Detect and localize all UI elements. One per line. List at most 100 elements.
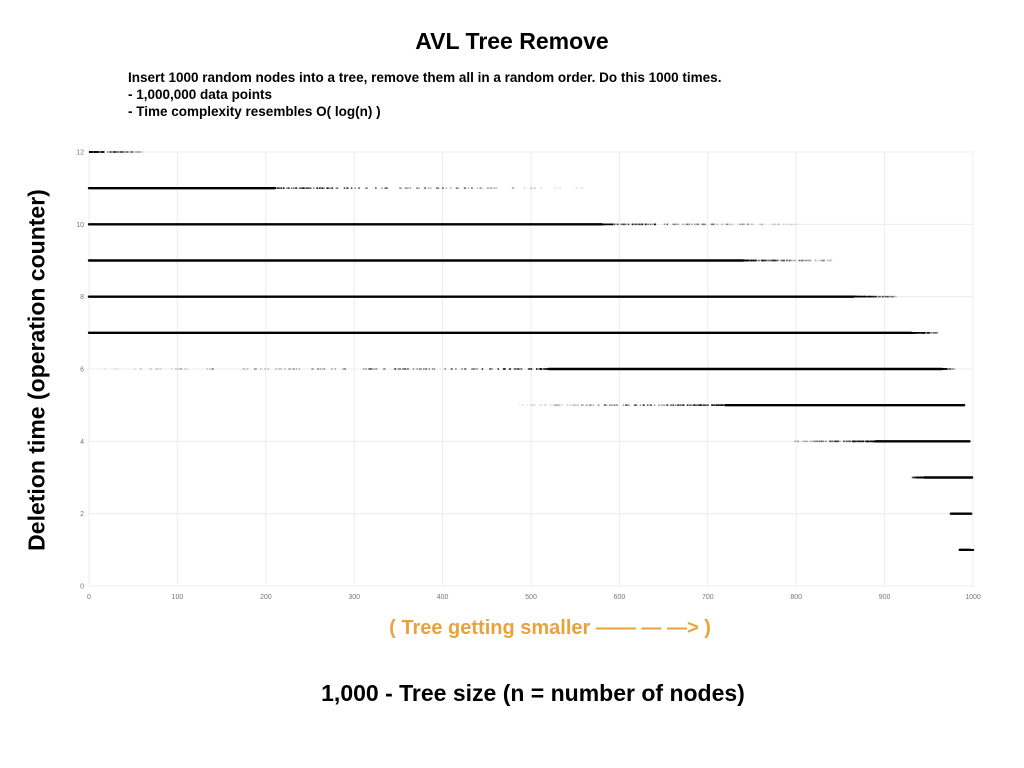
data-point bbox=[698, 404, 701, 406]
data-point bbox=[713, 404, 715, 406]
data-point bbox=[865, 295, 868, 298]
data-point bbox=[751, 259, 754, 262]
data-point bbox=[625, 404, 627, 406]
data-point bbox=[344, 368, 347, 370]
data-point bbox=[479, 187, 482, 189]
data-point bbox=[917, 332, 920, 334]
data-point bbox=[101, 151, 103, 153]
data-point bbox=[607, 223, 609, 226]
data-point bbox=[813, 440, 816, 443]
data-point bbox=[873, 295, 875, 298]
data-point bbox=[971, 549, 974, 551]
data-point bbox=[777, 223, 779, 226]
data-point bbox=[318, 187, 321, 189]
data-point bbox=[326, 187, 329, 189]
data-point bbox=[931, 332, 933, 334]
data-point bbox=[582, 404, 585, 406]
data-point bbox=[139, 368, 142, 370]
data-point bbox=[137, 151, 139, 153]
data-point bbox=[423, 187, 426, 189]
data-point bbox=[947, 368, 950, 370]
data-point bbox=[412, 368, 415, 370]
data-point bbox=[870, 440, 872, 443]
data-point bbox=[717, 404, 719, 406]
data-point bbox=[972, 549, 975, 551]
data-point bbox=[375, 187, 377, 189]
data-point bbox=[186, 368, 188, 370]
data-point bbox=[855, 295, 857, 298]
data-point bbox=[130, 151, 132, 153]
data-point bbox=[284, 368, 286, 370]
data-point bbox=[870, 295, 873, 298]
data-point bbox=[915, 476, 917, 479]
data-point bbox=[725, 223, 727, 226]
data-point bbox=[365, 368, 367, 370]
data-point bbox=[796, 440, 798, 443]
data-point bbox=[915, 476, 917, 479]
data-point bbox=[616, 223, 618, 226]
data-point bbox=[539, 187, 542, 189]
data-point bbox=[866, 295, 869, 298]
data-point bbox=[112, 151, 114, 153]
data-point bbox=[394, 368, 396, 370]
data-point bbox=[206, 368, 209, 370]
data-point bbox=[911, 476, 914, 479]
data-point bbox=[913, 476, 915, 479]
data-point bbox=[605, 223, 607, 226]
data-point bbox=[921, 332, 923, 334]
data-point bbox=[920, 476, 922, 479]
data-point bbox=[399, 368, 402, 370]
data-point bbox=[773, 223, 776, 226]
data-point bbox=[768, 259, 770, 262]
data-point bbox=[853, 440, 855, 443]
data-point bbox=[923, 332, 926, 334]
data-point bbox=[680, 404, 682, 406]
data-point bbox=[463, 187, 466, 189]
data-point bbox=[769, 259, 772, 262]
data-point bbox=[913, 476, 915, 479]
data-point bbox=[972, 549, 974, 551]
data-point bbox=[789, 223, 792, 226]
data-point bbox=[682, 404, 684, 406]
data-point bbox=[801, 259, 803, 262]
data-point bbox=[665, 404, 668, 406]
data-point bbox=[831, 440, 833, 443]
data-point bbox=[797, 440, 799, 443]
data-point bbox=[532, 404, 535, 406]
data-point bbox=[620, 223, 622, 226]
data-point bbox=[636, 223, 639, 226]
data-point bbox=[400, 187, 402, 189]
data-point bbox=[915, 476, 917, 479]
data-point bbox=[925, 332, 927, 334]
data-point bbox=[375, 187, 377, 189]
data-point bbox=[532, 404, 535, 406]
data-point bbox=[918, 476, 921, 479]
data-point bbox=[829, 440, 831, 443]
data-point bbox=[887, 295, 889, 298]
data-point bbox=[609, 404, 611, 406]
data-point bbox=[697, 223, 700, 226]
data-point bbox=[878, 295, 880, 298]
data-point bbox=[822, 259, 825, 262]
data-point bbox=[822, 259, 825, 262]
data-point bbox=[742, 223, 744, 226]
data-point bbox=[831, 440, 833, 443]
data-point bbox=[649, 404, 651, 406]
data-point bbox=[666, 404, 668, 406]
data-point bbox=[949, 368, 952, 370]
data-point bbox=[869, 295, 871, 298]
data-point bbox=[922, 332, 924, 334]
data-point bbox=[812, 440, 815, 443]
data-point bbox=[911, 476, 914, 479]
data-point bbox=[788, 259, 790, 262]
data-point bbox=[97, 151, 99, 153]
data-point bbox=[772, 259, 774, 262]
y-tick-label: 2 bbox=[80, 511, 84, 518]
data-point bbox=[690, 404, 693, 406]
data-point bbox=[822, 440, 824, 443]
data-point bbox=[933, 332, 936, 334]
data-point bbox=[854, 440, 857, 443]
data-point bbox=[918, 332, 921, 334]
data-point bbox=[887, 295, 889, 298]
data-point bbox=[822, 259, 824, 262]
